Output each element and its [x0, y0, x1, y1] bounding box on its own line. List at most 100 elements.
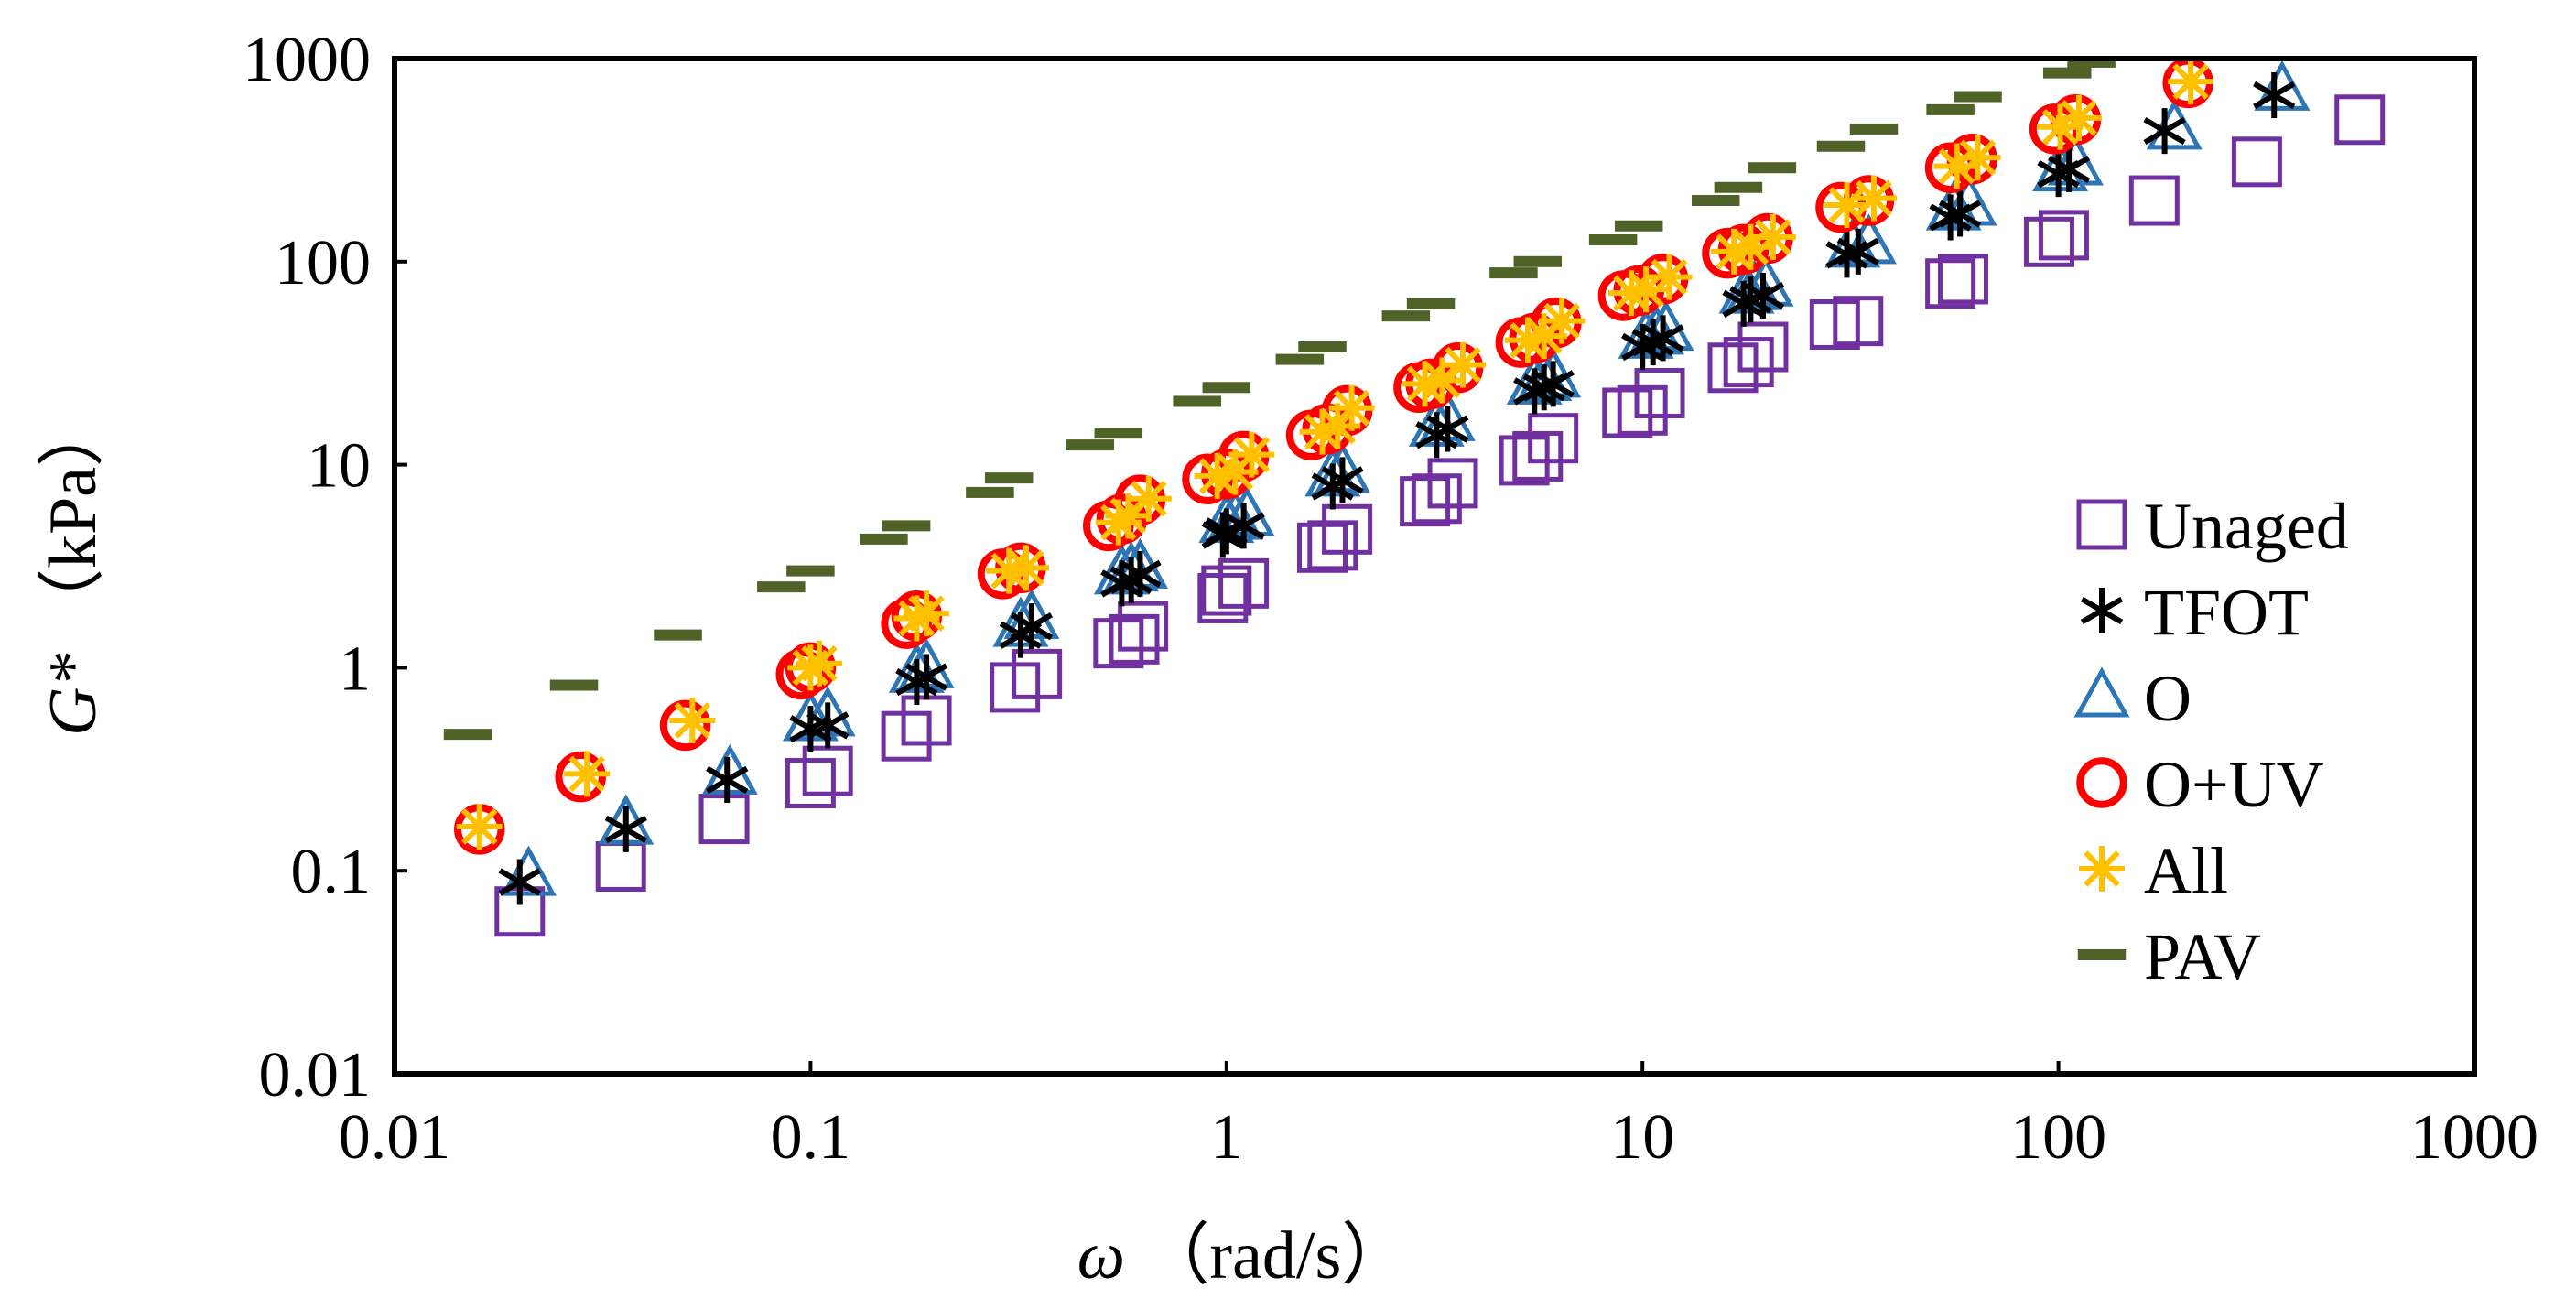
data-point — [1298, 341, 1347, 353]
data-point — [1850, 175, 1897, 222]
legend: Unaged TFOT O O+UV All PAV — [2073, 490, 2349, 993]
data-point — [1411, 473, 1462, 525]
data-point — [1228, 431, 1275, 478]
legend-label: TFOT — [2144, 576, 2309, 649]
x-axis-title: ω （rad/s） — [1077, 1218, 1410, 1294]
y-axis-unit: （kPa） — [36, 399, 111, 636]
y-tick-label: 100 — [275, 228, 371, 298]
x-axis-symbol: ω — [1077, 1218, 1125, 1294]
data-point — [1634, 367, 1685, 418]
legend-marker — [2079, 846, 2125, 892]
y-tick-label: 10 — [307, 431, 371, 502]
data-point — [1406, 298, 1456, 309]
data-point — [1602, 387, 1653, 438]
data-point — [1714, 181, 1763, 193]
data-point — [1400, 476, 1451, 527]
legend-item: TFOT — [2080, 576, 2309, 649]
data-point — [802, 745, 853, 796]
data-point — [1012, 648, 1063, 699]
data-point — [796, 640, 843, 687]
y-tick-label: 1000 — [243, 25, 371, 95]
data-point — [1824, 181, 1870, 228]
data-point — [1381, 310, 1431, 322]
data-point — [1010, 603, 1054, 650]
data-point — [555, 751, 606, 803]
legend-marker — [2073, 666, 2130, 718]
data-point — [2334, 94, 2386, 146]
data-point — [1748, 162, 1797, 174]
data-point — [1218, 557, 1270, 609]
data-point — [1954, 91, 2002, 103]
legend-marker — [2080, 588, 2124, 633]
data-point — [904, 590, 950, 637]
data-point — [785, 758, 836, 809]
data-point — [1439, 341, 1486, 388]
legend-marker — [2077, 949, 2127, 960]
data-point — [1532, 361, 1575, 407]
data-point — [860, 533, 908, 545]
y-tick-label: 1 — [339, 633, 371, 704]
data-point — [984, 472, 1034, 484]
plot-area-frame — [392, 56, 2477, 1077]
data-point — [564, 751, 611, 797]
series-tfot — [498, 72, 2296, 905]
legend-item: PAV — [2077, 920, 2261, 993]
data-point — [1737, 321, 1789, 373]
x-tick-label: 10 — [1610, 1102, 1674, 1173]
data-point — [1741, 272, 1785, 319]
data-point — [498, 859, 541, 905]
data-point — [1925, 258, 1976, 309]
series-all — [456, 59, 2214, 850]
data-point — [1617, 384, 1668, 436]
data-point — [669, 697, 716, 743]
data-point — [1641, 315, 1684, 362]
data-point — [1849, 123, 1899, 135]
legend-item: O+UV — [2076, 748, 2324, 821]
data-point — [1588, 234, 1638, 246]
data-point — [1646, 254, 1693, 300]
legend-label: All — [2144, 834, 2228, 907]
data-point — [757, 581, 806, 593]
data-point — [706, 757, 749, 804]
data-point — [806, 702, 850, 749]
data-point — [1328, 384, 1375, 431]
data-point — [1513, 255, 1563, 267]
data-point — [1275, 353, 1325, 365]
legend-item: Unaged — [2076, 490, 2349, 563]
data-point — [904, 654, 948, 700]
data-point — [881, 710, 932, 762]
x-tick-label: 1 — [1210, 1102, 1242, 1173]
legend-item: O — [2073, 662, 2192, 735]
data-point — [1691, 195, 1740, 207]
data-point — [1926, 103, 1975, 115]
legend-label: O — [2144, 662, 2192, 735]
data-point — [2047, 146, 2091, 192]
data-point — [966, 486, 1014, 498]
legend-label: PAV — [2144, 920, 2261, 993]
data-point — [604, 806, 647, 852]
x-tick-label: 1000 — [2410, 1102, 2538, 1173]
data-point — [1426, 406, 1469, 452]
data-point — [1833, 296, 1884, 347]
legend-marker — [2076, 499, 2127, 550]
y-axis-ticks: 0.01 0.1 1 10 100 1000 — [243, 25, 407, 1110]
legend-label: O+UV — [2144, 748, 2324, 821]
data-point — [2067, 56, 2116, 68]
data-point — [1614, 220, 1663, 232]
data-point — [775, 648, 828, 700]
data-point — [1489, 267, 1538, 279]
data-point — [1737, 255, 1794, 307]
data-point — [1723, 337, 1774, 388]
data-point — [1512, 430, 1564, 482]
data-point — [1941, 175, 1997, 226]
data-point — [1836, 228, 1879, 275]
x-tick-label: 100 — [2010, 1102, 2106, 1173]
data-point — [1528, 413, 1579, 464]
data-point — [1003, 545, 1050, 591]
data-point — [786, 565, 835, 577]
data-point — [1623, 266, 1670, 313]
data-point — [1222, 503, 1265, 549]
data-point — [1539, 298, 1586, 344]
data-point — [698, 794, 750, 845]
